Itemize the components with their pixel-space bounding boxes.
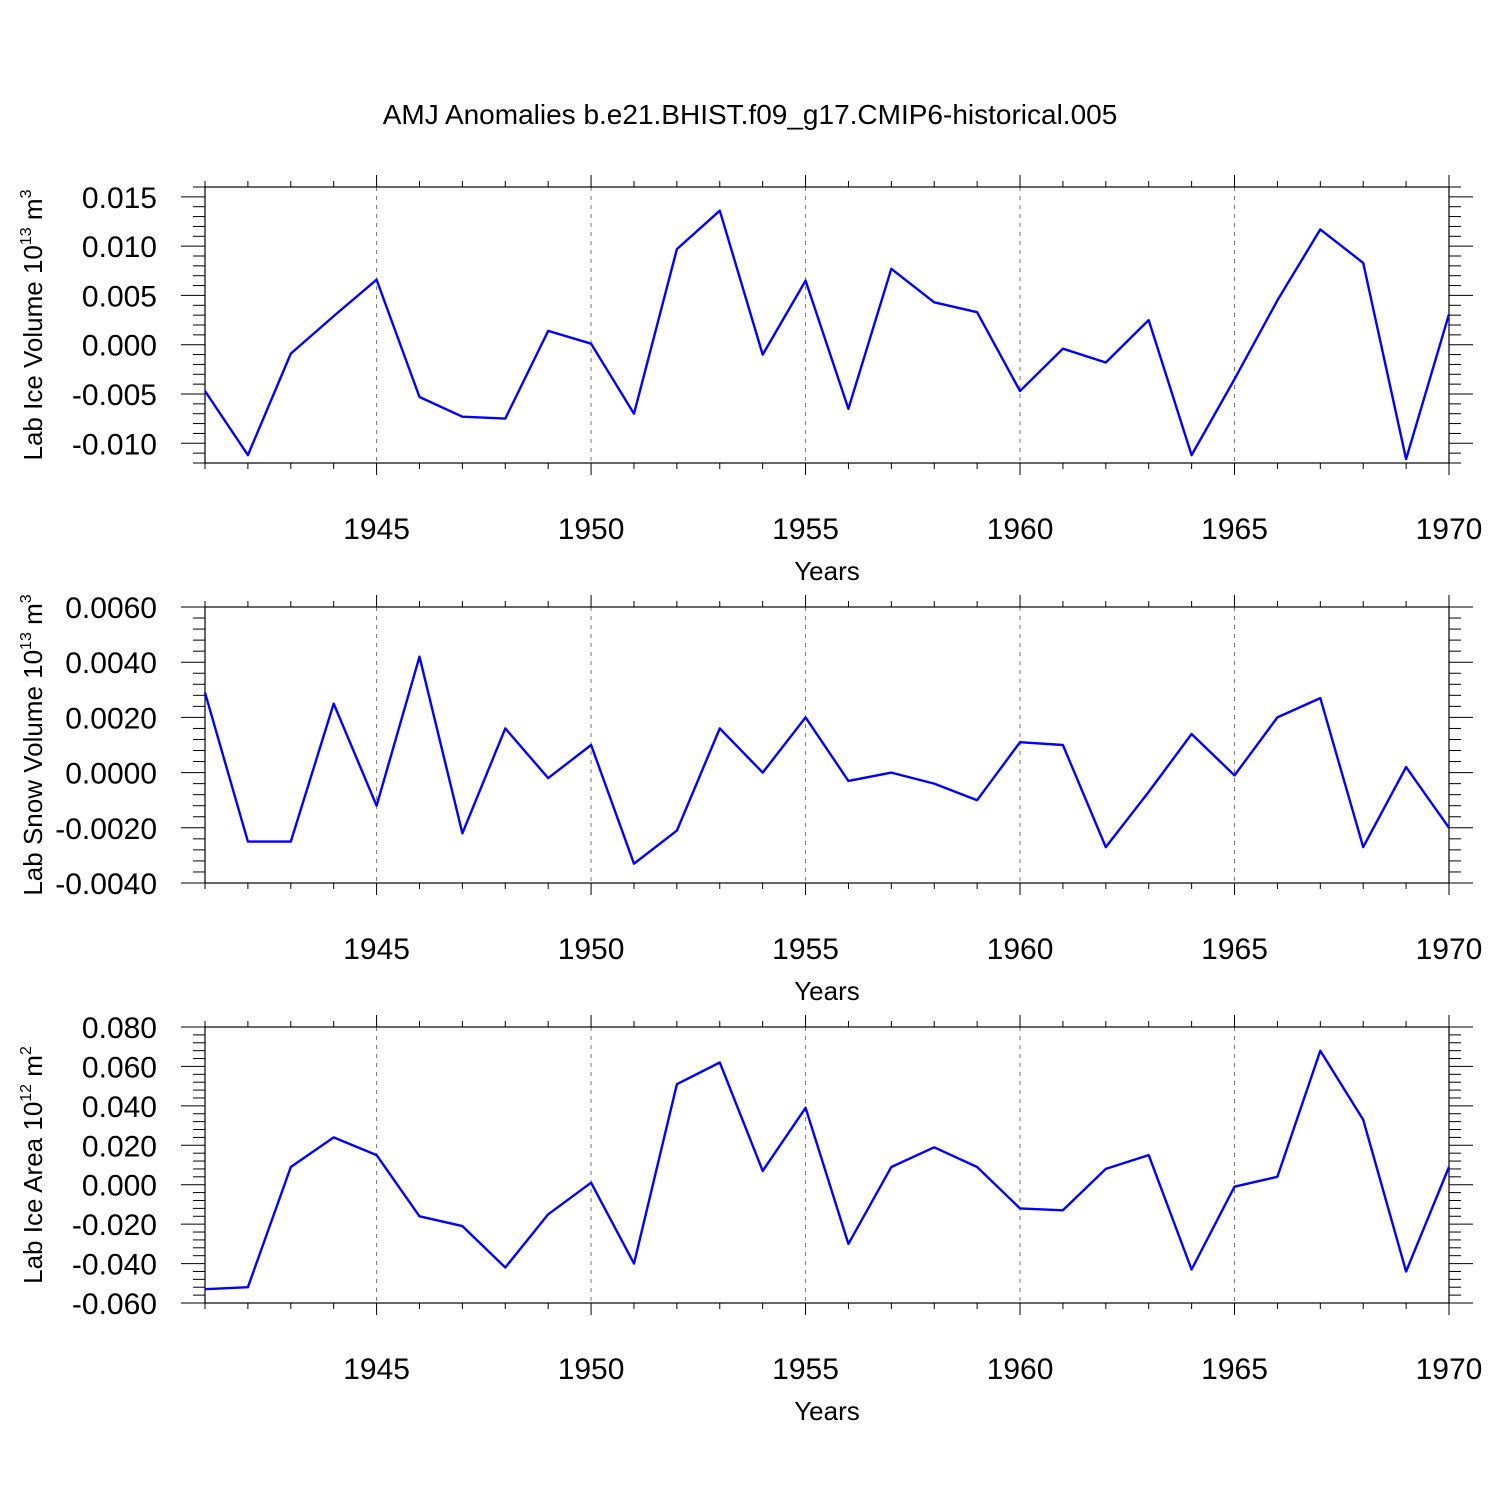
y-axis-label-exponent: 12 <box>18 1084 35 1102</box>
y-tick-label: 0.060 <box>82 1051 157 1084</box>
y-tick-label: 0.080 <box>82 1012 157 1045</box>
y-tick-label: -0.040 <box>72 1249 157 1282</box>
x-axis-label: Years <box>794 1396 860 1426</box>
y-axis-label: Lab Ice Area 1012 m2 <box>18 1046 48 1284</box>
x-tick-label: 1965 <box>1201 933 1268 966</box>
x-tick-label: 1955 <box>772 933 839 966</box>
x-tick-label: 1945 <box>343 1353 410 1386</box>
plot-frame <box>204 606 1450 884</box>
y-tick-label: -0.060 <box>72 1288 157 1321</box>
y-tick-label: 0.0020 <box>65 702 157 735</box>
panel-2: -0.0040 -0.0020 0.0000 0.0020 0.0040 0.0060 19… <box>18 592 1482 1006</box>
x-tick-label: 1960 <box>987 513 1054 546</box>
y-axis-label-unit-exponent: 3 <box>18 594 35 603</box>
x-tick-label: 1970 <box>1416 1353 1483 1386</box>
x-tick-label: 1945 <box>343 933 410 966</box>
y-axis-label: Lab Snow Volume 1013 m3 <box>18 594 48 895</box>
y-tick-label: 0.020 <box>82 1130 157 1163</box>
y-axis-label-unit: m <box>18 198 48 227</box>
y-axis-label-unit: m <box>18 603 48 632</box>
x-tick-label: 1970 <box>1416 933 1483 966</box>
x-tick-label: 1970 <box>1416 513 1483 546</box>
y-tick-label: 0.0000 <box>65 758 157 791</box>
y-tick-label: 0.000 <box>82 330 157 363</box>
y-axis-label-main: Lab Snow Volume 10 <box>18 650 48 896</box>
panel-1: -0.010 -0.005 0.000 0.005 0.010 0.015 1945 1950… <box>18 175 1482 586</box>
panel-3: -0.060 -0.040 -0.020 0.000 0.020 0.040 0.060 0.… <box>18 1012 1482 1426</box>
plot-frame <box>204 1026 1450 1304</box>
y-axis-label-main: Lab Ice Volume 10 <box>18 245 48 460</box>
x-tick-label: 1960 <box>987 1353 1054 1386</box>
y-tick-label: -0.005 <box>72 379 157 412</box>
panels: -0.010 -0.005 0.000 0.005 0.010 0.015 1945 1950… <box>18 175 1482 1426</box>
x-axis-label: Years <box>794 556 860 586</box>
y-tick-label: 0.040 <box>82 1091 157 1124</box>
y-axis-label-unit-exponent: 2 <box>18 1046 35 1055</box>
y-tick-label: 0.0060 <box>65 592 157 625</box>
y-tick-label: 0.0040 <box>65 647 157 680</box>
y-tick-label: -0.010 <box>72 428 157 461</box>
x-tick-label: 1945 <box>343 513 410 546</box>
y-tick-label: 0.000 <box>82 1170 157 1203</box>
x-tick-label: 1965 <box>1201 513 1268 546</box>
y-axis-label-unit: m <box>18 1055 48 1084</box>
series-line <box>203 655 1450 865</box>
series-line <box>204 209 1451 461</box>
y-tick-label: -0.0020 <box>55 813 157 846</box>
x-tick-label: 1950 <box>558 513 625 546</box>
series-line <box>204 1049 1451 1291</box>
x-tick-label: 1955 <box>772 1353 839 1386</box>
y-axis-label-unit-exponent: 3 <box>18 189 35 198</box>
y-axis-label: Lab Ice Volume 1013 m3 <box>18 189 48 460</box>
plot-frame <box>204 186 1450 464</box>
x-tick-label: 1965 <box>1201 1353 1268 1386</box>
y-axis-label-exponent: 13 <box>18 632 35 650</box>
y-axis-label-exponent: 13 <box>18 227 35 245</box>
y-tick-label: -0.0040 <box>55 868 157 901</box>
figure-title: AMJ Anomalies b.e21.BHIST.f09_g17.CMIP6-… <box>383 99 1118 130</box>
x-tick-label: 1960 <box>987 933 1054 966</box>
x-tick-label: 1950 <box>558 1353 625 1386</box>
y-tick-label: 0.005 <box>82 280 157 313</box>
y-axis-label-main: Lab Ice Area 10 <box>18 1102 48 1284</box>
x-tick-label: 1950 <box>558 933 625 966</box>
x-axis-label: Years <box>794 976 860 1006</box>
y-tick-label: 0.015 <box>82 182 157 215</box>
y-tick-label: -0.020 <box>72 1209 157 1242</box>
y-tick-label: 0.010 <box>82 231 157 264</box>
x-tick-label: 1955 <box>772 513 839 546</box>
